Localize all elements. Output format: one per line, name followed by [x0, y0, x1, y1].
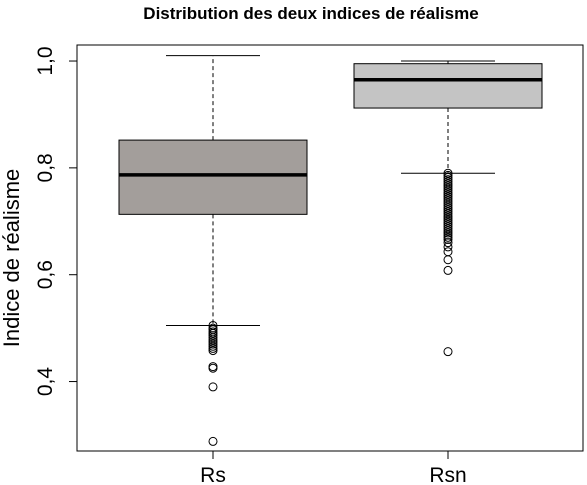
- plot-frame: [76, 44, 584, 452]
- outlier-point: [443, 202, 453, 212]
- box-rsn: [353, 60, 543, 357]
- outlier-point: [443, 247, 453, 257]
- outlier-point: [443, 205, 453, 215]
- outlier-point: [443, 265, 453, 275]
- box-rs: [118, 55, 308, 446]
- boxes-group: [118, 55, 543, 446]
- outlier-point: [443, 211, 453, 221]
- y-tick-label: 0,6: [34, 260, 57, 289]
- outlier-point: [443, 347, 453, 357]
- outlier-point: [443, 179, 453, 189]
- outlier-point: [208, 335, 218, 345]
- box-iqr: [118, 139, 308, 215]
- outlier-point: [443, 234, 453, 244]
- outlier-point: [208, 343, 218, 353]
- outlier-point: [443, 215, 453, 225]
- y-tick-label: 1,0: [34, 46, 57, 75]
- outlier-point: [208, 341, 218, 351]
- outlier-point: [443, 230, 453, 240]
- outlier-point: [443, 168, 453, 178]
- outlier-point: [208, 331, 218, 341]
- outlier-point: [443, 177, 453, 187]
- outlier-point: [443, 219, 453, 229]
- outlier-point: [443, 222, 453, 232]
- outlier-point: [443, 170, 453, 180]
- outlier-point: [443, 242, 453, 252]
- x-category-label: Rsn: [429, 464, 466, 485]
- outlier-point: [208, 382, 218, 392]
- y-axis-label: Indice de réalisme: [0, 169, 24, 348]
- outlier-point: [443, 213, 453, 223]
- outlier-point: [443, 200, 453, 210]
- box-iqr: [353, 63, 543, 109]
- outlier-point: [443, 232, 453, 242]
- outlier-point: [443, 185, 453, 195]
- outlier-point: [443, 224, 453, 234]
- outlier-point: [208, 339, 218, 349]
- y-tick-label: 0,8: [34, 153, 57, 182]
- outlier-point: [443, 226, 453, 236]
- outlier-point: [443, 192, 453, 202]
- outlier-point: [443, 175, 453, 185]
- outlier-point: [443, 209, 453, 219]
- outlier-point: [208, 363, 218, 373]
- outlier-point: [208, 328, 218, 338]
- outlier-point: [443, 196, 453, 206]
- outlier-point: [443, 198, 453, 208]
- outlier-point: [443, 172, 453, 182]
- outlier-point: [443, 228, 453, 238]
- x-category-label: Rs: [200, 464, 226, 485]
- y-axis: 0,4 0,6 0,8 1,0: [34, 46, 77, 396]
- outlier-point: [443, 255, 453, 265]
- outlier-point: [443, 181, 453, 191]
- y-tick-label: 0,4: [34, 367, 57, 397]
- outlier-point: [208, 337, 218, 347]
- chart-title: Distribution des deux indices de réalism…: [143, 4, 478, 23]
- outlier-point: [443, 190, 453, 200]
- outlier-point: [208, 333, 218, 343]
- outlier-point: [443, 207, 453, 217]
- outlier-point: [208, 346, 218, 356]
- outlier-point: [208, 436, 218, 446]
- outlier-point: [443, 217, 453, 227]
- x-axis: Rs Rsn: [200, 451, 467, 485]
- outlier-point: [443, 187, 453, 197]
- outlier-point: [443, 194, 453, 204]
- outlier-point: [443, 238, 453, 248]
- outlier-point: [443, 183, 453, 193]
